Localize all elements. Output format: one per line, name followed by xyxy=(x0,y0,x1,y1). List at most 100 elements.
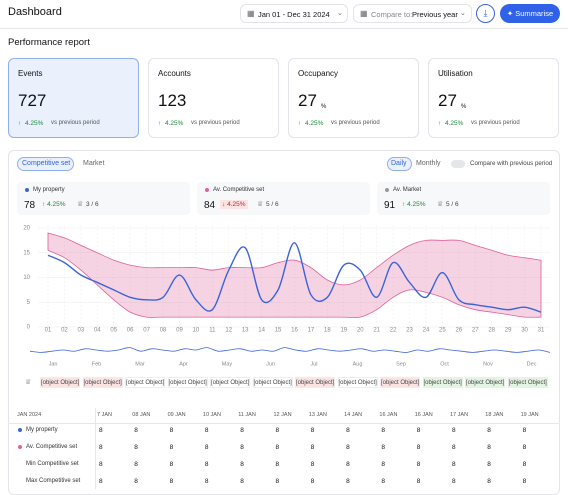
cell: 8 xyxy=(204,461,209,468)
kpi-label: Accounts xyxy=(158,69,191,78)
cell: 8 xyxy=(522,427,527,434)
trophy-icon: ♕ xyxy=(437,201,444,208)
x-tick-label: 18 xyxy=(324,328,331,334)
cell: 8 xyxy=(240,478,244,485)
band-area xyxy=(47,232,542,319)
change-value: 4.25% xyxy=(47,201,66,208)
column-header: 16 JAN xyxy=(414,412,433,418)
rank-cell: [object Object] xyxy=(295,377,335,388)
x-tick-label: 25 xyxy=(439,328,446,334)
cell: 8 xyxy=(204,478,209,485)
kpi-label: Occupancy xyxy=(298,69,339,78)
period-tab[interactable] xyxy=(387,157,412,171)
date-picker[interactable]: ▦ Jan 01 - Dec 31 2024 ⌄ xyxy=(240,4,348,23)
month-label: May xyxy=(222,361,233,367)
column-header: 18 JAN xyxy=(485,412,504,418)
cell: 8 xyxy=(416,444,421,451)
toggle-label: Compare with previous period xyxy=(470,160,553,167)
cell: 8 xyxy=(275,461,280,468)
cell: 8 xyxy=(99,478,103,485)
toggle[interactable] xyxy=(451,160,465,168)
x-tick-label: 12 xyxy=(225,328,232,334)
tab-label: Competitive set xyxy=(22,160,71,167)
x-tick-label: 11 xyxy=(209,328,216,334)
metric-change: ↑ 4.25% xyxy=(42,201,66,208)
row-divider xyxy=(8,423,560,424)
month-label: Oct xyxy=(440,361,449,367)
kpi-card[interactable] xyxy=(148,58,279,138)
cell: 8 xyxy=(204,444,209,451)
rank-cell: [object Object] xyxy=(40,377,80,388)
line xyxy=(47,242,542,313)
legend-dot xyxy=(18,445,22,449)
month-label: Jun xyxy=(266,361,275,367)
x-tick-label: 06 xyxy=(127,328,134,334)
kpi-unit: % xyxy=(321,104,327,110)
cell: 8 xyxy=(134,444,138,451)
month-label: Aug xyxy=(353,361,363,367)
cell: 8 xyxy=(310,478,315,485)
arrow-up: ↑ xyxy=(438,120,442,127)
cell: 8 xyxy=(452,478,456,485)
kpi-card[interactable] xyxy=(428,58,559,138)
cell: 8 xyxy=(452,461,456,468)
kpi-note: vs previous period xyxy=(191,120,240,126)
cell: 8 xyxy=(169,461,174,468)
summarise-button[interactable]: ✦ Summarise xyxy=(500,4,560,23)
kpi-card[interactable] xyxy=(8,58,139,138)
column-header: 08 JAN xyxy=(132,412,151,418)
x-tick-label: 27 xyxy=(472,328,479,334)
column-header: 10 JAN xyxy=(202,412,221,418)
cell: 8 xyxy=(452,444,456,451)
row-label: Max Competitive set xyxy=(26,478,81,484)
x-tick-label: 08 xyxy=(160,328,167,334)
month-label: Feb xyxy=(92,361,101,367)
trophy-icon: ♕ xyxy=(77,201,84,208)
cell: 8 xyxy=(169,444,174,451)
tab-label[interactable]: Market xyxy=(83,160,105,167)
arrow-up: ↑ xyxy=(158,120,162,127)
metric-change: ↓ 4.25% xyxy=(220,200,248,209)
tab[interactable] xyxy=(17,157,74,171)
x-tick-label: 03 xyxy=(78,328,85,334)
x-tick-label: 07 xyxy=(143,328,150,334)
cell: 8 xyxy=(204,427,209,434)
cell: 8 xyxy=(522,444,527,451)
legend-dot xyxy=(385,188,389,192)
cell: 8 xyxy=(310,461,315,468)
column-header: 12 JAN xyxy=(273,412,292,418)
column-header: 11 JAN xyxy=(238,412,256,418)
metric-card xyxy=(197,182,370,215)
compare-value: Previous year xyxy=(412,10,458,19)
x-tick-label: 26 xyxy=(455,328,462,334)
rank-cell: [object Object] xyxy=(252,377,293,388)
period-label[interactable]: Monthly xyxy=(416,160,441,167)
cell: 8 xyxy=(346,478,350,485)
download-button[interactable]: ⤓ xyxy=(476,4,495,23)
month-label: Dec xyxy=(527,361,537,367)
cell: 8 xyxy=(381,478,386,485)
x-tick-label: 22 xyxy=(390,328,397,334)
cell: 8 xyxy=(310,427,315,434)
rank-cell: [object Object] xyxy=(337,377,378,388)
cell: 8 xyxy=(275,478,280,485)
y-tick-label: 15 xyxy=(23,250,30,256)
kpi-note: vs previous period xyxy=(51,120,100,126)
month-label: Jul xyxy=(310,361,317,367)
cell: 8 xyxy=(487,427,491,434)
rank-cell: [object Object] xyxy=(210,377,250,388)
cell: 8 xyxy=(452,427,456,434)
cell: 8 xyxy=(169,427,174,434)
column-divider xyxy=(95,408,96,489)
divider xyxy=(0,28,568,29)
compare-picker[interactable]: ▦ Compare to: Previous year ⌄ xyxy=(353,4,472,23)
row-label: Min Competitive set xyxy=(26,461,79,467)
cell: 8 xyxy=(416,427,421,434)
month-label: Jan xyxy=(49,361,58,367)
trophy-icon: ♕ xyxy=(25,379,32,386)
date-range: Jan 01 - Dec 31 2024 xyxy=(258,10,330,19)
kpi-card[interactable] xyxy=(288,58,419,138)
cell: 8 xyxy=(416,461,421,468)
rank-cell: [object Object] xyxy=(167,377,208,388)
